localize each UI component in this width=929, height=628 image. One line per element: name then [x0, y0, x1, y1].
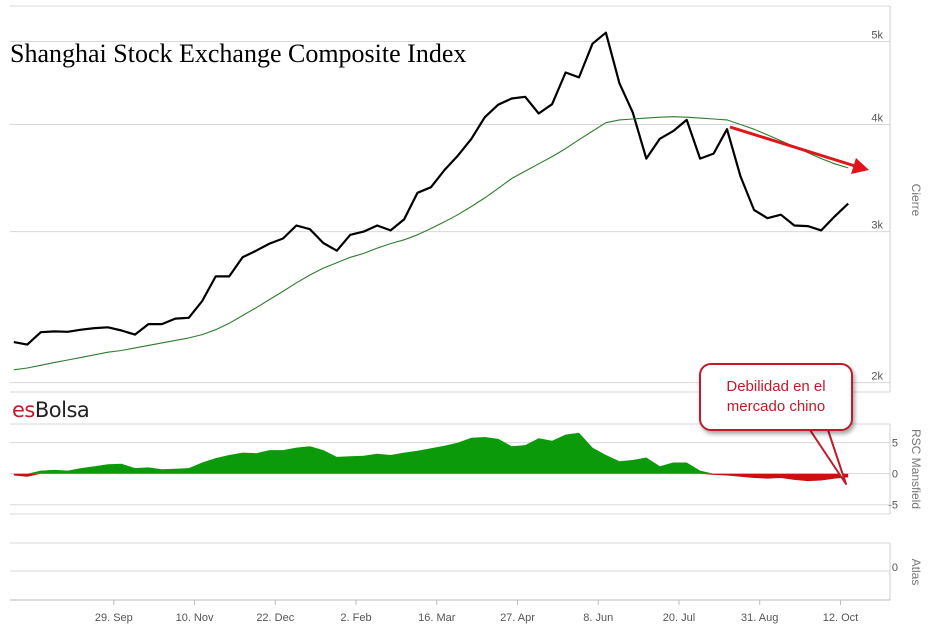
- rsc-y-tick-label: -5: [888, 500, 898, 512]
- esbolsa-logo: esBolsa: [12, 398, 90, 422]
- logo-part-bolsa: Bolsa: [34, 398, 90, 422]
- x-tick-label: 12. Oct: [823, 612, 858, 624]
- chart-title: Shanghai Stock Exchange Composite Index: [10, 39, 466, 68]
- main-price-plot: [13, 31, 849, 371]
- x-tick-label: 20. Jul: [663, 612, 695, 624]
- rsc-area-plot: [13, 432, 849, 482]
- x-tick-label: 8. Jun: [583, 612, 613, 624]
- atlas-y-axis-title: Atlas: [909, 559, 923, 586]
- main-y-tick-label: 3k: [871, 220, 883, 232]
- rsc-y-tick-label: 5: [892, 438, 898, 450]
- index-close-line: [13, 31, 849, 346]
- x-tick-label: 27. Apr: [500, 612, 535, 624]
- moving-average-line: [13, 116, 849, 371]
- x-axis: 29. Sep 10. Nov 22. Dec 2. Feb 16. Mar 27. Ap…: [10, 599, 890, 624]
- main-y-axis-title: Cierre: [909, 184, 923, 217]
- x-tick-label: 10. Nov: [176, 612, 214, 624]
- rsc-negative-area: [13, 473, 849, 482]
- callout-text: Debilidad en el mercado chino: [726, 378, 826, 415]
- x-tick-label: 29. Sep: [95, 612, 133, 624]
- rsc-y-tick-label: 0: [892, 469, 898, 481]
- main-y-tick-label: 4k: [871, 113, 883, 125]
- main-y-tick-label: 2k: [871, 371, 883, 383]
- x-tick-label: 31. Aug: [741, 612, 778, 624]
- trend-arrow: [729, 125, 869, 174]
- rsc-y-axis-title: RSC Mansfield: [909, 429, 923, 509]
- trend-arrow-shaft: [729, 125, 856, 168]
- x-tick-label: 22. Dec: [256, 612, 294, 624]
- rsc-positive-area: [13, 432, 849, 474]
- atlas-y-tick-label: 0: [892, 562, 898, 574]
- x-tick-label: 16. Mar: [418, 612, 456, 624]
- main-y-tick-label: 5k: [871, 29, 883, 41]
- atlas-gridlines: 0: [10, 542, 898, 600]
- x-tick-label: 2. Feb: [340, 612, 371, 624]
- trend-arrow-head: [851, 158, 869, 174]
- annotation-callout: Debilidad en el mercado chino: [699, 363, 853, 431]
- logo-part-es: es: [12, 398, 35, 422]
